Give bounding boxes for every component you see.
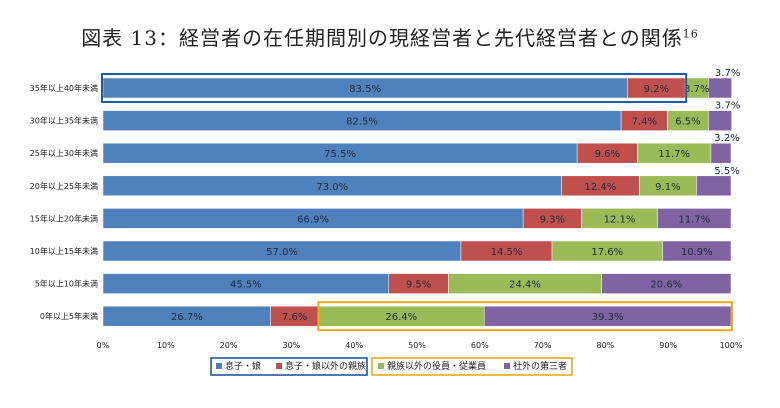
data-label: 3.7% xyxy=(715,68,740,79)
data-label: 24.4% xyxy=(509,280,541,291)
data-label: 3.2% xyxy=(714,133,739,144)
bar-segment xyxy=(657,208,732,229)
highlight-box-orange xyxy=(317,301,733,332)
data-label: 83.5% xyxy=(349,84,381,95)
bar-segment xyxy=(708,77,732,99)
data-label: 7.6% xyxy=(282,312,307,323)
x-tick-label: 80% xyxy=(597,341,615,350)
data-label: 5.5% xyxy=(714,166,739,177)
highlight-box-blue xyxy=(101,73,688,103)
bar-segment xyxy=(662,240,732,262)
data-label: 39.3% xyxy=(592,312,624,323)
category-label: 20年以上25年未満 xyxy=(30,181,98,191)
legend-label: 社外の第三者 xyxy=(513,360,567,372)
legend-box-blue xyxy=(210,357,368,376)
category-label: 15年以上20年未満 xyxy=(30,213,98,223)
x-axis: 0% 10% 20% 30% 40% 50% 60% 70% 80% 90% 100% xyxy=(97,341,743,350)
x-tick-label: 10% xyxy=(157,341,175,350)
x-tick-label: 30% xyxy=(283,341,301,350)
bar-segment xyxy=(708,110,732,131)
data-label: 9.6% xyxy=(595,149,620,160)
bar-segment xyxy=(601,273,732,294)
data-label: 73.0% xyxy=(316,182,348,193)
data-label: 75.5% xyxy=(324,149,356,160)
category-label: 5年以上10年未満 xyxy=(35,279,98,289)
data-label: 10.9% xyxy=(681,247,713,258)
chart-title-text: 図表 13：経営者の在任期間別の現経営者と先代経営者との関係 xyxy=(81,26,683,50)
bar-segments xyxy=(102,77,732,327)
legend-swatch xyxy=(216,363,222,369)
data-label: 20.6% xyxy=(650,280,682,291)
data-label: 6.5% xyxy=(675,117,700,128)
x-tick-label: 100% xyxy=(720,341,743,350)
x-tick-label: 60% xyxy=(471,341,489,350)
data-label: 9.3% xyxy=(540,214,565,225)
data-label: 26.7% xyxy=(171,312,203,323)
data-label: 11.7% xyxy=(658,149,690,160)
data-labels: 83.5% 9.2% 3.7% 3.7% 82.5% 7.4% 6.5% 3.7% 75.5% 9… xyxy=(171,68,740,323)
data-label: 9.5% xyxy=(406,280,431,291)
category-label: 10年以上15年未満 xyxy=(30,246,98,256)
x-tick-label: 70% xyxy=(534,341,552,350)
data-label: 82.5% xyxy=(346,117,378,128)
data-label: 7.4% xyxy=(632,117,657,128)
data-label: 3.7% xyxy=(684,84,709,95)
chart-title: 図表 13：経営者の在任期間別の現経営者と先代経営者との関係16 xyxy=(0,22,780,51)
data-label: 9.1% xyxy=(655,182,680,193)
legend-swatch xyxy=(276,363,282,369)
legend-label: 息子・娘 xyxy=(225,360,261,372)
bar-segment xyxy=(710,142,732,164)
bar-segment xyxy=(696,175,732,197)
category-axis-labels: 35年以上40年未満 30年以上35年未満 25年以上30年未満 20年以上25年未満… xyxy=(30,83,98,321)
x-tick-label: 90% xyxy=(659,341,677,350)
data-label: 57.0% xyxy=(266,247,298,258)
legend-box-orange xyxy=(371,357,573,376)
data-label: 12.1% xyxy=(604,214,636,225)
data-label: 9.2% xyxy=(644,84,669,95)
x-tick-label: 0% xyxy=(97,341,110,350)
data-label: 12.4% xyxy=(584,182,616,193)
category-label: 25年以上30年未満 xyxy=(30,148,98,158)
highlight-boxes xyxy=(101,73,733,332)
data-label: 26.4% xyxy=(385,312,417,323)
data-label: 17.6% xyxy=(591,247,623,258)
x-tick-label: 20% xyxy=(220,341,238,350)
legend-swatch xyxy=(378,363,384,369)
category-label: 0年以上5年未満 xyxy=(40,311,98,321)
category-label: 30年以上35年未満 xyxy=(30,116,98,126)
legend-swatch xyxy=(504,363,510,369)
x-tick-label: 40% xyxy=(345,341,363,350)
bar-segment xyxy=(483,305,732,327)
legend-label: 息子・娘以外の親族 xyxy=(285,360,366,372)
data-label: 14.5% xyxy=(491,247,523,258)
category-label: 35年以上40年未満 xyxy=(30,83,98,93)
data-label: 45.5% xyxy=(230,280,262,291)
x-tick-label: 50% xyxy=(408,341,426,350)
legend: 息子・娘 息子・娘以外の親族 親族以外の役員・従業員 社外の第三者 xyxy=(210,357,573,376)
title-footnote: 16 xyxy=(682,27,699,41)
data-label: 3.7% xyxy=(715,101,740,112)
data-label: 66.9% xyxy=(297,214,329,225)
legend-label: 親族以外の役員・従業員 xyxy=(387,360,486,372)
data-label: 11.7% xyxy=(678,214,710,225)
